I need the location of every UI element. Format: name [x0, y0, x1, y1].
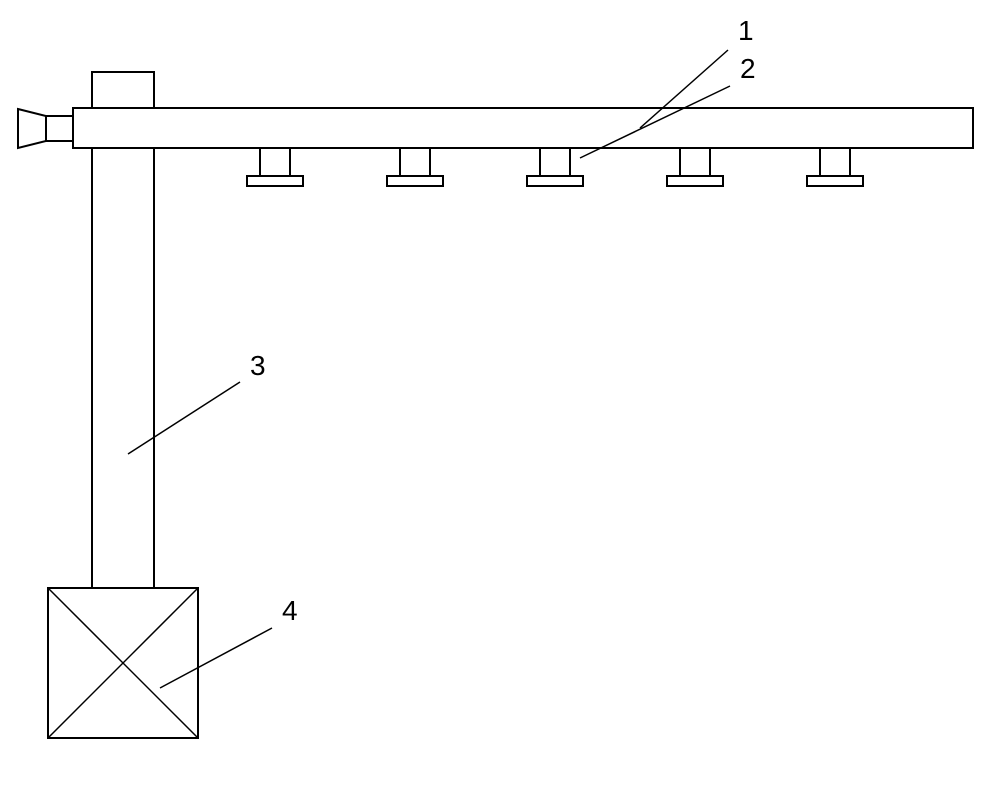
- nozzle-neck: [680, 148, 710, 176]
- nozzle-neck: [540, 148, 570, 176]
- nozzle-neck: [260, 148, 290, 176]
- column-cap: [92, 72, 154, 108]
- nozzle-flare: [247, 176, 303, 186]
- left-nozzle-flare: [18, 109, 46, 148]
- nozzle-flare: [527, 176, 583, 186]
- left-nozzle-neck: [46, 116, 73, 141]
- nozzle-neck: [820, 148, 850, 176]
- part-label: 2: [740, 53, 756, 84]
- part-label: 1: [738, 15, 754, 46]
- technical-diagram: 1 2 3 4: [0, 0, 1000, 792]
- nozzle-flare: [807, 176, 863, 186]
- nozzle-flare: [387, 176, 443, 186]
- part-label: 3: [250, 350, 266, 381]
- nozzle-flare: [667, 176, 723, 186]
- nozzle-neck: [400, 148, 430, 176]
- horizontal-beam: [73, 108, 973, 148]
- part-label: 4: [282, 595, 298, 626]
- vertical-pole: [92, 148, 154, 588]
